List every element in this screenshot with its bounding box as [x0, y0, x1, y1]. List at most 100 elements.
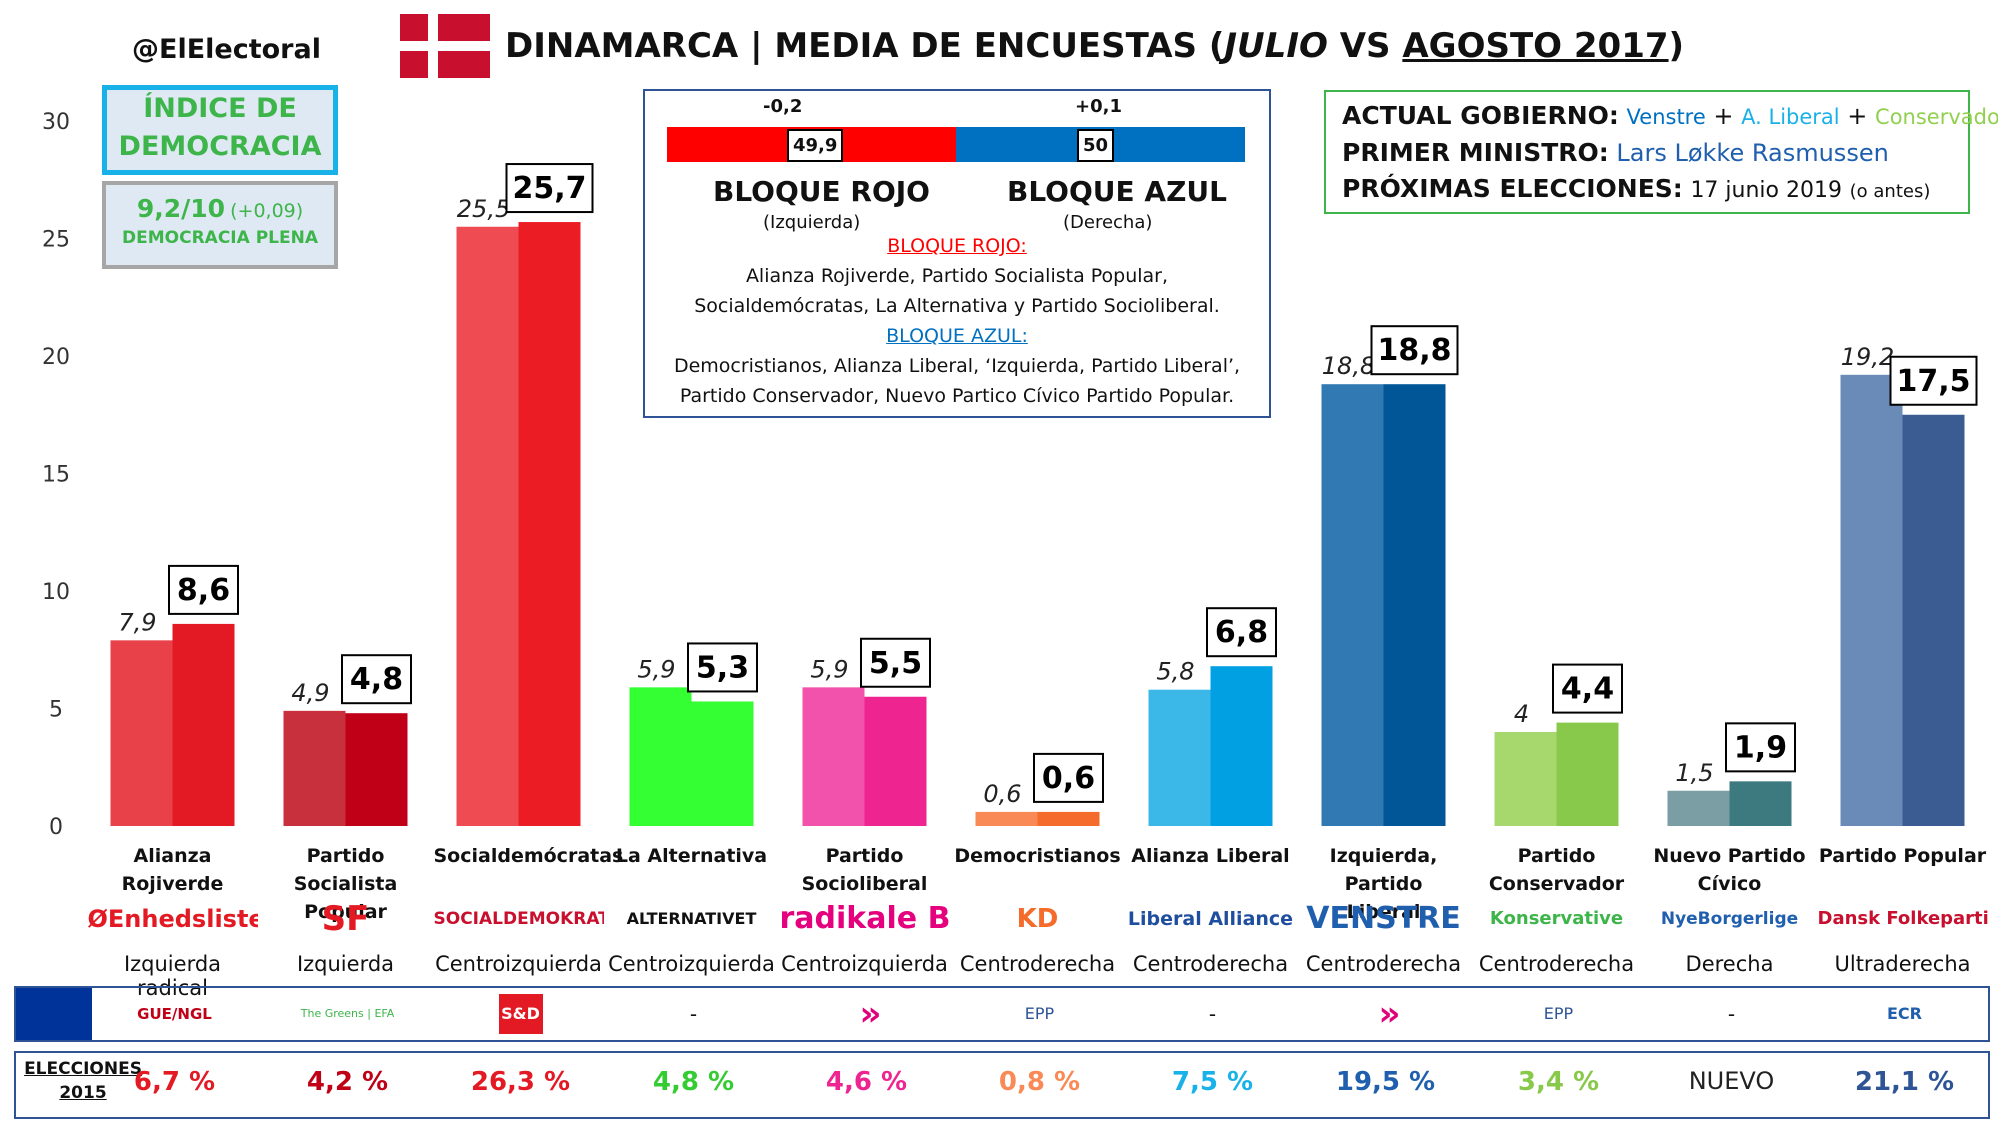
data-label-julio: 1,5	[1675, 759, 1713, 787]
party-ideology: Centroderecha	[1132, 952, 1289, 976]
eu-group: EPP	[1543, 1004, 1574, 1023]
data-label-agosto: 4,8	[350, 662, 403, 697]
democracy-label: DEMOCRACIA PLENA	[122, 228, 318, 248]
category-label: Partido Conservador	[1472, 842, 1642, 898]
category-label: Alianza Rojiverde	[88, 842, 258, 898]
data-label-box-agosto	[168, 564, 239, 615]
data-label-box-agosto	[687, 642, 758, 693]
blue-bloc-members-1: Democristianos, Alianza Liberal, ‘Izquie…	[673, 355, 1241, 377]
bar-agosto	[345, 713, 408, 826]
result-2015-value: NUEVO	[1688, 1067, 1775, 1095]
category-label-line: Popular	[304, 901, 387, 923]
eu-group: GUE/NGL	[137, 1005, 212, 1023]
result-2015-value: 26,3 %	[470, 1067, 571, 1097]
data-label-julio: 5,9	[810, 655, 848, 683]
title-end: )	[1668, 26, 1685, 66]
denmark-flag-icon	[400, 14, 490, 78]
bar-julio	[1667, 790, 1730, 826]
eu-group: The Greens | EFA	[300, 1007, 395, 1020]
result-2015-value: 3,4 %	[1517, 1067, 1600, 1097]
party-ideology: Ultraderecha	[1834, 952, 1971, 976]
blue-bloc-value: 50	[1077, 129, 1115, 162]
eu-groups-row: GUE/NGL The Greens | EFA S&D - » EPP - » EPP - ECR	[14, 986, 1990, 1042]
party-ideology: Centroizquierda	[435, 952, 602, 976]
category-label: Izquierda, Partido Liberal	[1299, 842, 1469, 926]
bar-agosto	[1902, 414, 1965, 826]
eu-group: S&D	[498, 994, 543, 1034]
y-tick-label: 0	[49, 815, 63, 840]
blue-bloc-name: BLOQUE AZUL	[1007, 175, 1227, 208]
data-label-agosto: 5,3	[696, 650, 749, 685]
results-label-l1: ELECCIONES	[24, 1059, 142, 1079]
data-label-julio: 4	[1514, 700, 1529, 728]
results-2015-row: ELECCIONES 2015 6,7 % 4,2 % 26,3 % 4,8 % 4,6 …	[14, 1051, 1990, 1119]
y-tick-label: 20	[42, 345, 70, 370]
blue-bloc-members-2: Partido Conservador, Nuevo Partico Cívic…	[679, 385, 1235, 407]
party-logo: radikale B	[779, 901, 950, 936]
title-main: DINAMARCA | MEDIA DE ENCUESTAS (	[505, 26, 1225, 66]
party-ideology: Centroizquierda	[781, 952, 948, 976]
eu-group: ECR	[1887, 1004, 1922, 1023]
category-label: Democristianos	[953, 842, 1123, 870]
data-label-agosto: 8,6	[177, 573, 230, 608]
bar-agosto	[864, 696, 927, 826]
data-label-box-agosto	[1552, 663, 1623, 714]
eu-group: -	[1727, 1002, 1736, 1026]
category-label-line: Nuevo Partido	[1653, 845, 1806, 867]
data-label-julio: 5,8	[1156, 658, 1194, 686]
next-elections-date: 17 junio 2019	[1690, 178, 1842, 203]
gov-plus-2: +	[1847, 102, 1868, 130]
category-label-line: Democristianos	[954, 845, 1121, 867]
bloc-comparison-box: -0,2 +0,1 49,9 50 BLOQUE ROJO BLOQUE AZU…	[643, 89, 1271, 418]
gov-party-venstre: Venstre	[1626, 105, 1706, 129]
data-label-box-agosto	[1889, 355, 1978, 406]
red-bloc-members-1: Alianza Rojiverde, Partido Socialista Po…	[745, 265, 1169, 287]
democracy-index-box: ÍNDICE DE DEMOCRACIA	[102, 85, 338, 175]
category-label: La Alternativa	[607, 842, 777, 870]
party-ideology: Centroderecha	[1478, 952, 1635, 976]
data-label-box-agosto	[1033, 752, 1104, 803]
y-tick-label: 15	[42, 463, 70, 488]
bar-julio	[975, 811, 1038, 826]
data-label-julio: 5,9	[637, 655, 675, 683]
data-label-agosto: 5,5	[869, 646, 922, 681]
bar-agosto	[1556, 722, 1619, 826]
bar-agosto	[1383, 384, 1446, 826]
party-logo: Liberal Alliance	[1127, 908, 1294, 930]
bar-julio	[1494, 732, 1557, 826]
bloc-share-bar: 49,9 50	[667, 127, 1245, 162]
data-label-julio: 18,8	[1322, 352, 1375, 380]
data-label-agosto: 6,8	[1215, 615, 1268, 650]
results-label-l2: 2015	[59, 1083, 107, 1103]
data-label-box-agosto	[505, 163, 594, 214]
party-ideology: Izquierda radical	[123, 952, 222, 1000]
data-label-julio: 25,5	[457, 195, 510, 223]
result-2015-value: 4,6 %	[825, 1067, 908, 1097]
bar-agosto	[1037, 811, 1100, 826]
party-ideology: Centroizquierda	[608, 952, 775, 976]
y-tick-label: 10	[42, 580, 70, 605]
category-label: Alianza Liberal	[1126, 842, 1296, 870]
twitter-handle: @ElElectoral	[132, 34, 321, 65]
party-ideology: Derecha	[1685, 952, 1774, 976]
data-label-box-agosto	[1725, 722, 1796, 773]
next-elections-note: (o antes)	[1849, 181, 1931, 202]
result-2015-value: 4,2 %	[306, 1067, 389, 1097]
bar-agosto	[1210, 666, 1273, 826]
gov-label: ACTUAL GOBIERNO:	[1342, 101, 1619, 130]
bar-agosto	[172, 623, 235, 826]
party-ideology: Centroderecha	[1305, 952, 1462, 976]
red-bloc-value: 49,9	[787, 129, 844, 162]
category-label-line: Partido Popular	[1818, 845, 1987, 867]
party-ideology: Izquierda	[296, 952, 395, 976]
democracy-score-diff: (+0,09)	[230, 200, 304, 222]
gov-party-liberal: A. Liberal	[1741, 105, 1840, 129]
data-label-agosto: 1,9	[1734, 730, 1787, 765]
title-vs: VS	[1327, 26, 1403, 66]
party-logo: Dansk Folkeparti	[1817, 908, 1988, 929]
y-tick-label: 30	[42, 110, 70, 135]
bar-julio	[629, 687, 692, 826]
category-label-line: Conservador	[1488, 873, 1625, 895]
party-logo: SF	[321, 899, 370, 939]
bar-julio	[1148, 689, 1211, 826]
